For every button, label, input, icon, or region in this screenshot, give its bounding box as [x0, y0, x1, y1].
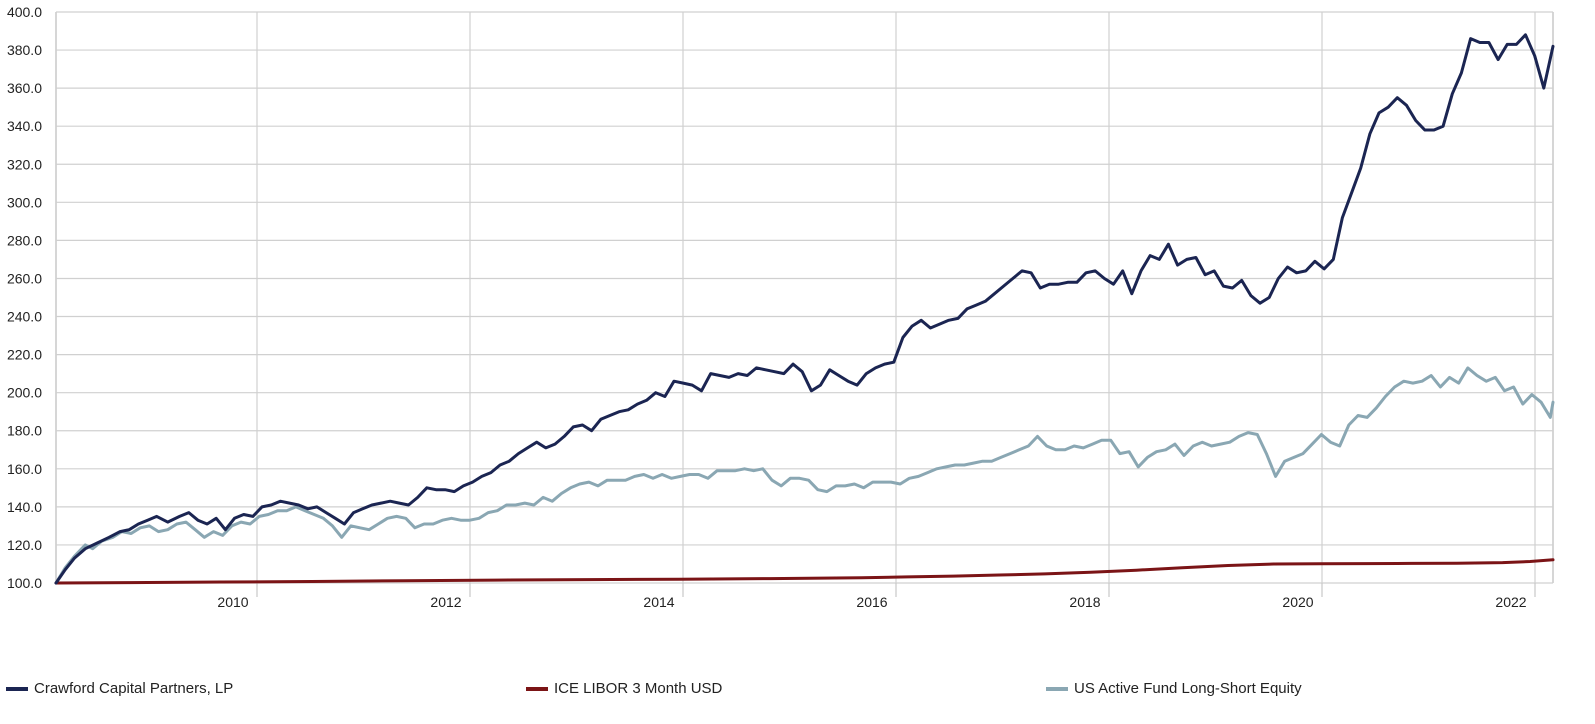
- x-axis-tick-labels: 2010 2012 2014 2016 2018 2020 2022: [217, 594, 1526, 610]
- y-tick-label: 280.0: [7, 232, 42, 248]
- y-tick-label: 340.0: [7, 118, 42, 134]
- x-tick-label: 2022: [1495, 594, 1526, 610]
- x-tick-label: 2016: [856, 594, 887, 610]
- x-tick-label: 2020: [1282, 594, 1313, 610]
- y-tick-label: 400.0: [7, 4, 42, 20]
- y-tick-label: 260.0: [7, 270, 42, 286]
- grid: [55, 11, 1554, 597]
- legend-label-crawford: Crawford Capital Partners, LP: [34, 680, 234, 697]
- x-tick-label: 2018: [1069, 594, 1100, 610]
- legend-label-libor: ICE LIBOR 3 Month USD: [554, 680, 723, 697]
- y-tick-label: 380.0: [7, 42, 42, 58]
- legend-swatch-crawford: [6, 686, 28, 691]
- y-tick-label: 120.0: [7, 537, 42, 553]
- series-line-us-active: [54, 366, 1555, 585]
- y-tick-label: 140.0: [7, 499, 42, 515]
- legend-swatch-us-active: [1046, 686, 1068, 691]
- series-line-libor: [54, 558, 1555, 585]
- y-tick-label: 300.0: [7, 194, 42, 210]
- legend-item-crawford: Crawford Capital Partners, LP: [6, 680, 233, 697]
- x-tick-label: 2014: [643, 594, 674, 610]
- y-tick-label: 220.0: [7, 347, 42, 363]
- legend-label-us-active: US Active Fund Long-Short Equity: [1074, 680, 1302, 697]
- series-line-crawford: [54, 33, 1555, 585]
- x-tick-label: 2010: [217, 594, 248, 610]
- y-tick-label: 180.0: [7, 423, 42, 439]
- y-tick-label: 200.0: [7, 385, 42, 401]
- legend-item-libor: ICE LIBOR 3 Month USD: [526, 680, 722, 697]
- legend-swatch-libor: [526, 686, 548, 691]
- legend: Crawford Capital Partners, LP ICE LIBOR …: [0, 680, 1595, 702]
- x-tick-label: 2012: [430, 594, 461, 610]
- y-tick-label: 360.0: [7, 80, 42, 96]
- legend-item-us-active: US Active Fund Long-Short Equity: [1046, 680, 1302, 697]
- y-tick-label: 160.0: [7, 461, 42, 477]
- y-axis-tick-labels: 100.0 120.0 140.0 160.0 180.0 200.0 220.0 240.0…: [7, 4, 42, 591]
- y-tick-label: 100.0: [7, 575, 42, 591]
- y-tick-label: 240.0: [7, 309, 42, 325]
- series-lines: [54, 33, 1555, 585]
- y-tick-label: 320.0: [7, 156, 42, 172]
